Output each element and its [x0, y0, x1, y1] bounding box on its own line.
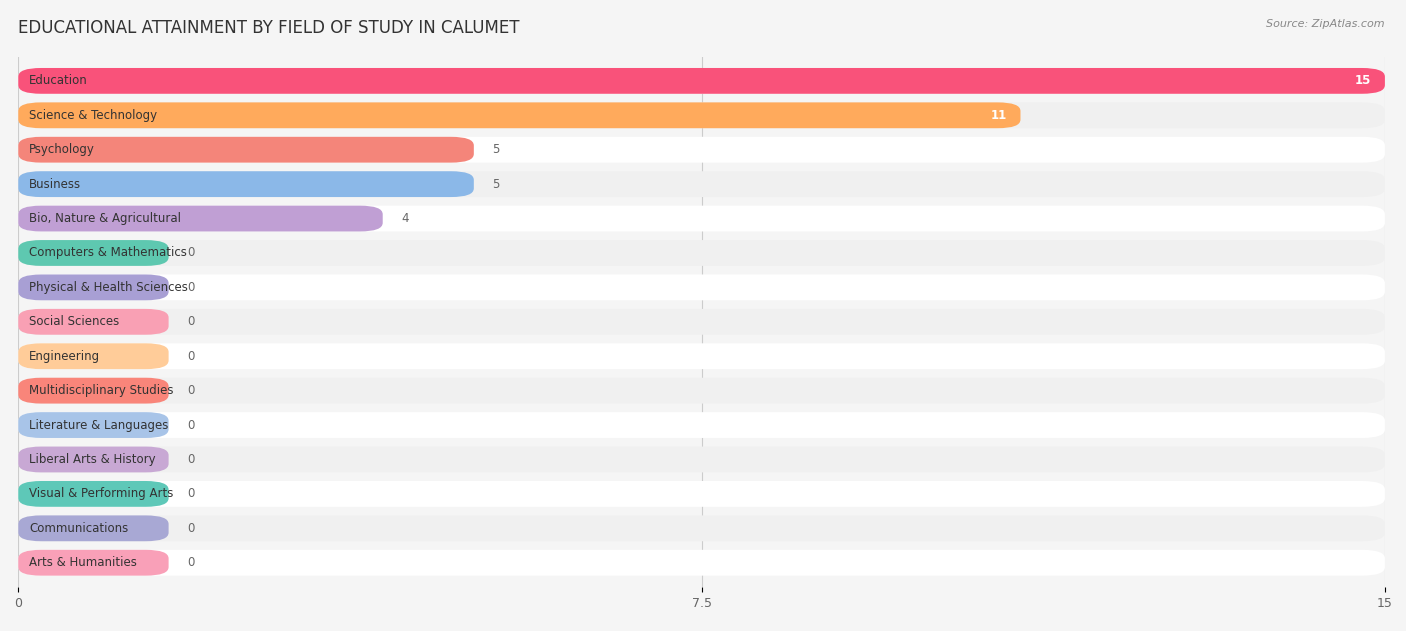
Text: Visual & Performing Arts: Visual & Performing Arts: [30, 487, 173, 500]
Text: Science & Technology: Science & Technology: [30, 109, 157, 122]
FancyBboxPatch shape: [18, 240, 169, 266]
FancyBboxPatch shape: [18, 171, 474, 197]
Text: 15: 15: [1355, 74, 1371, 87]
FancyBboxPatch shape: [18, 274, 169, 300]
Text: Computers & Mathematics: Computers & Mathematics: [30, 247, 187, 259]
FancyBboxPatch shape: [18, 481, 1385, 507]
Text: 0: 0: [187, 453, 194, 466]
Text: 5: 5: [492, 143, 499, 156]
FancyBboxPatch shape: [18, 206, 1385, 232]
FancyBboxPatch shape: [18, 550, 1385, 575]
Text: 5: 5: [492, 178, 499, 191]
FancyBboxPatch shape: [18, 516, 169, 541]
Text: Psychology: Psychology: [30, 143, 96, 156]
Text: Social Sciences: Social Sciences: [30, 316, 120, 328]
FancyBboxPatch shape: [18, 378, 169, 404]
Text: 0: 0: [187, 350, 194, 363]
FancyBboxPatch shape: [18, 516, 1385, 541]
Text: 0: 0: [187, 418, 194, 432]
FancyBboxPatch shape: [18, 309, 169, 334]
FancyBboxPatch shape: [18, 309, 1385, 334]
FancyBboxPatch shape: [18, 447, 169, 473]
FancyBboxPatch shape: [18, 343, 169, 369]
Text: Business: Business: [30, 178, 82, 191]
Text: 0: 0: [187, 522, 194, 535]
Text: 0: 0: [187, 316, 194, 328]
Text: 4: 4: [401, 212, 408, 225]
FancyBboxPatch shape: [18, 412, 1385, 438]
FancyBboxPatch shape: [18, 137, 474, 163]
FancyBboxPatch shape: [18, 68, 1385, 94]
Text: 0: 0: [187, 384, 194, 397]
FancyBboxPatch shape: [18, 102, 1385, 128]
Text: Source: ZipAtlas.com: Source: ZipAtlas.com: [1267, 19, 1385, 29]
FancyBboxPatch shape: [18, 240, 1385, 266]
FancyBboxPatch shape: [18, 550, 169, 575]
Text: Liberal Arts & History: Liberal Arts & History: [30, 453, 156, 466]
Text: EDUCATIONAL ATTAINMENT BY FIELD OF STUDY IN CALUMET: EDUCATIONAL ATTAINMENT BY FIELD OF STUDY…: [18, 19, 520, 37]
FancyBboxPatch shape: [18, 343, 1385, 369]
FancyBboxPatch shape: [18, 171, 1385, 197]
FancyBboxPatch shape: [18, 412, 169, 438]
FancyBboxPatch shape: [18, 68, 1385, 94]
FancyBboxPatch shape: [18, 274, 1385, 300]
Text: Engineering: Engineering: [30, 350, 100, 363]
FancyBboxPatch shape: [18, 447, 1385, 473]
Text: 0: 0: [187, 281, 194, 294]
Text: Literature & Languages: Literature & Languages: [30, 418, 169, 432]
Text: Communications: Communications: [30, 522, 128, 535]
Text: 11: 11: [991, 109, 1007, 122]
FancyBboxPatch shape: [18, 102, 1021, 128]
Text: Physical & Health Sciences: Physical & Health Sciences: [30, 281, 188, 294]
FancyBboxPatch shape: [18, 206, 382, 232]
Text: Bio, Nature & Agricultural: Bio, Nature & Agricultural: [30, 212, 181, 225]
Text: Multidisciplinary Studies: Multidisciplinary Studies: [30, 384, 174, 397]
Text: 0: 0: [187, 487, 194, 500]
FancyBboxPatch shape: [18, 378, 1385, 404]
FancyBboxPatch shape: [18, 481, 169, 507]
Text: 0: 0: [187, 557, 194, 569]
FancyBboxPatch shape: [18, 137, 1385, 163]
Text: 0: 0: [187, 247, 194, 259]
Text: Education: Education: [30, 74, 89, 87]
Text: Arts & Humanities: Arts & Humanities: [30, 557, 138, 569]
